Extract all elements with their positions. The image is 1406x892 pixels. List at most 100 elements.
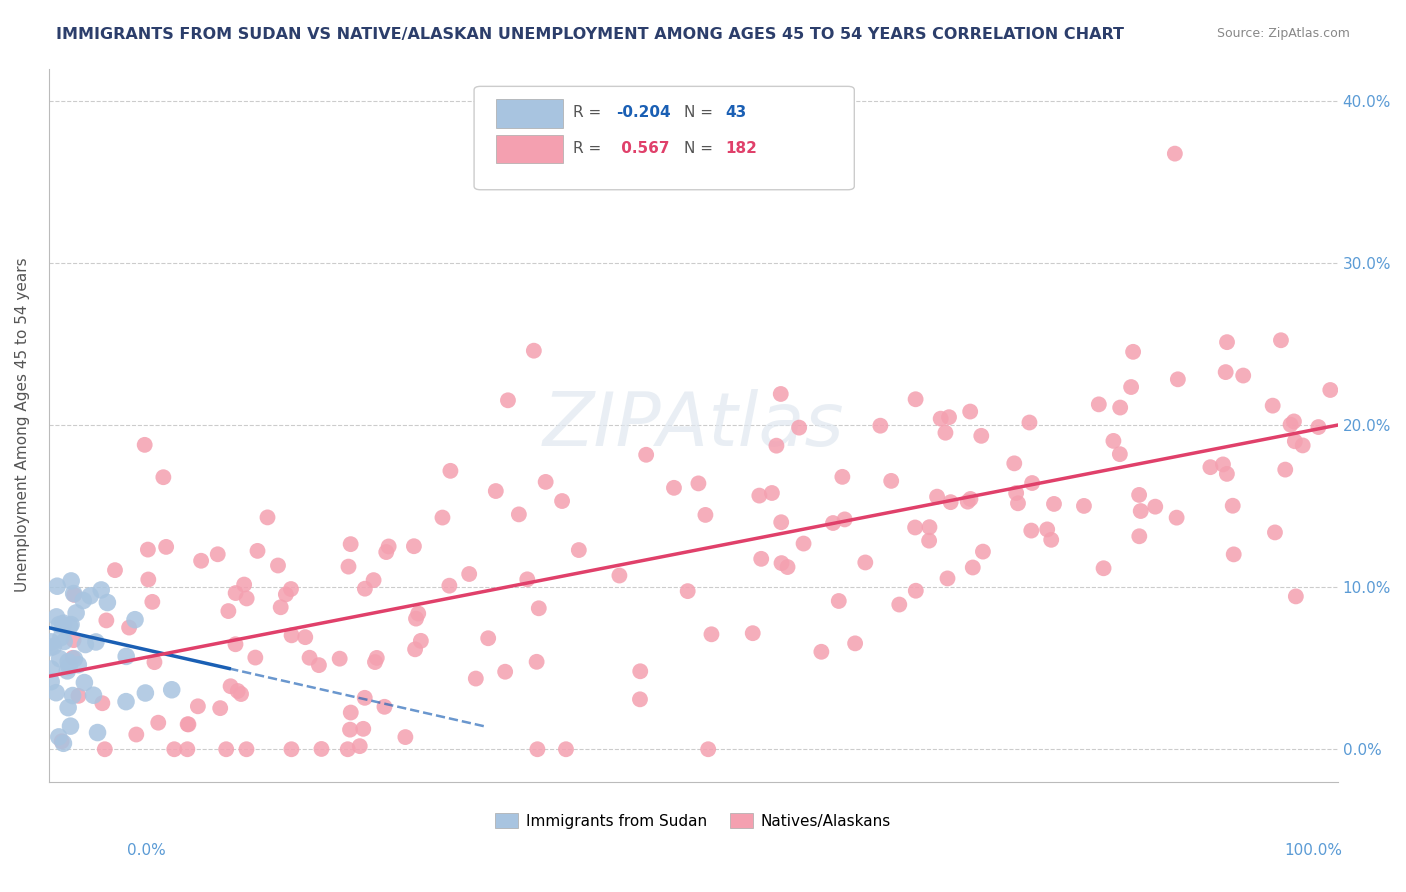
Point <box>176 742 198 756</box>
Point <box>1222 499 1244 513</box>
Point <box>1019 524 1042 538</box>
Point <box>229 687 252 701</box>
Point <box>62 650 84 665</box>
Point <box>48 730 70 744</box>
Point <box>125 727 148 741</box>
Point <box>336 742 359 756</box>
Point <box>853 556 876 570</box>
Point <box>1128 529 1150 543</box>
Point <box>432 510 454 524</box>
Point <box>1215 365 1237 379</box>
Point <box>1199 460 1222 475</box>
Point <box>568 543 591 558</box>
Point <box>688 476 710 491</box>
Point <box>1232 368 1254 383</box>
Point <box>375 545 398 559</box>
Point <box>298 650 321 665</box>
Point <box>1279 417 1302 432</box>
Point <box>844 636 866 650</box>
Point <box>59 719 82 733</box>
Text: 182: 182 <box>725 141 758 156</box>
Point <box>84 635 107 649</box>
Point <box>56 700 79 714</box>
Point <box>226 684 249 698</box>
Point <box>329 651 352 665</box>
Point <box>938 410 960 425</box>
Point <box>831 470 853 484</box>
Point <box>1144 500 1167 514</box>
Point <box>1088 397 1111 411</box>
Point <box>1119 380 1142 394</box>
Point <box>337 559 360 574</box>
Point <box>516 572 538 586</box>
Point <box>134 686 156 700</box>
Point <box>770 515 793 529</box>
Point <box>187 699 209 714</box>
Point <box>439 579 461 593</box>
Point <box>695 508 717 522</box>
Point <box>104 563 127 577</box>
Point <box>274 587 297 601</box>
Point <box>1018 416 1040 430</box>
Point <box>394 730 416 744</box>
Text: Source: ZipAtlas.com: Source: ZipAtlas.com <box>1216 27 1350 40</box>
Point <box>1043 497 1066 511</box>
Text: N =: N = <box>685 141 718 156</box>
Point <box>209 701 232 715</box>
Point <box>56 664 79 678</box>
Point <box>366 651 388 665</box>
Point <box>73 675 96 690</box>
Point <box>91 696 114 710</box>
Point <box>770 556 793 570</box>
Point <box>219 679 242 693</box>
Point <box>959 491 981 506</box>
Point <box>363 573 385 587</box>
Point <box>534 475 557 489</box>
Point <box>163 742 186 756</box>
Point <box>1270 333 1292 347</box>
Point <box>904 520 927 534</box>
Point <box>1092 561 1115 575</box>
Point <box>235 742 257 756</box>
Point <box>1285 590 1308 604</box>
Point <box>741 626 763 640</box>
Point <box>1102 434 1125 448</box>
Point <box>1261 399 1284 413</box>
Point <box>45 686 67 700</box>
Point <box>217 604 239 618</box>
Point <box>1308 420 1330 434</box>
Point <box>439 464 461 478</box>
Point <box>136 573 159 587</box>
Point <box>48 651 70 665</box>
Text: -0.204: -0.204 <box>616 105 671 120</box>
Point <box>256 510 278 524</box>
Point <box>821 516 844 530</box>
Point <box>880 474 903 488</box>
Point <box>406 607 429 621</box>
Y-axis label: Unemployment Among Ages 45 to 54 years: Unemployment Among Ages 45 to 54 years <box>15 258 30 592</box>
Point <box>148 715 170 730</box>
Point <box>353 690 375 705</box>
Point <box>697 742 720 756</box>
Point <box>929 411 952 425</box>
Point <box>555 742 578 756</box>
Point <box>494 665 516 679</box>
Point <box>1319 383 1341 397</box>
FancyBboxPatch shape <box>474 87 855 190</box>
Point <box>143 655 166 669</box>
Point <box>776 560 799 574</box>
Point <box>63 652 86 666</box>
Point <box>67 657 90 672</box>
Text: IMMIGRANTS FROM SUDAN VS NATIVE/ALASKAN UNEMPLOYMENT AMONG AGES 45 TO 54 YEARS C: IMMIGRANTS FROM SUDAN VS NATIVE/ALASKAN … <box>56 27 1125 42</box>
Point <box>118 621 141 635</box>
Point <box>889 598 911 612</box>
Point <box>1021 476 1043 491</box>
Point <box>59 619 82 633</box>
Point <box>96 595 118 609</box>
Point <box>904 583 927 598</box>
Text: 0.567: 0.567 <box>616 141 669 156</box>
Point <box>636 448 658 462</box>
Point <box>1166 510 1188 524</box>
Point <box>62 586 84 600</box>
Point <box>63 588 86 602</box>
